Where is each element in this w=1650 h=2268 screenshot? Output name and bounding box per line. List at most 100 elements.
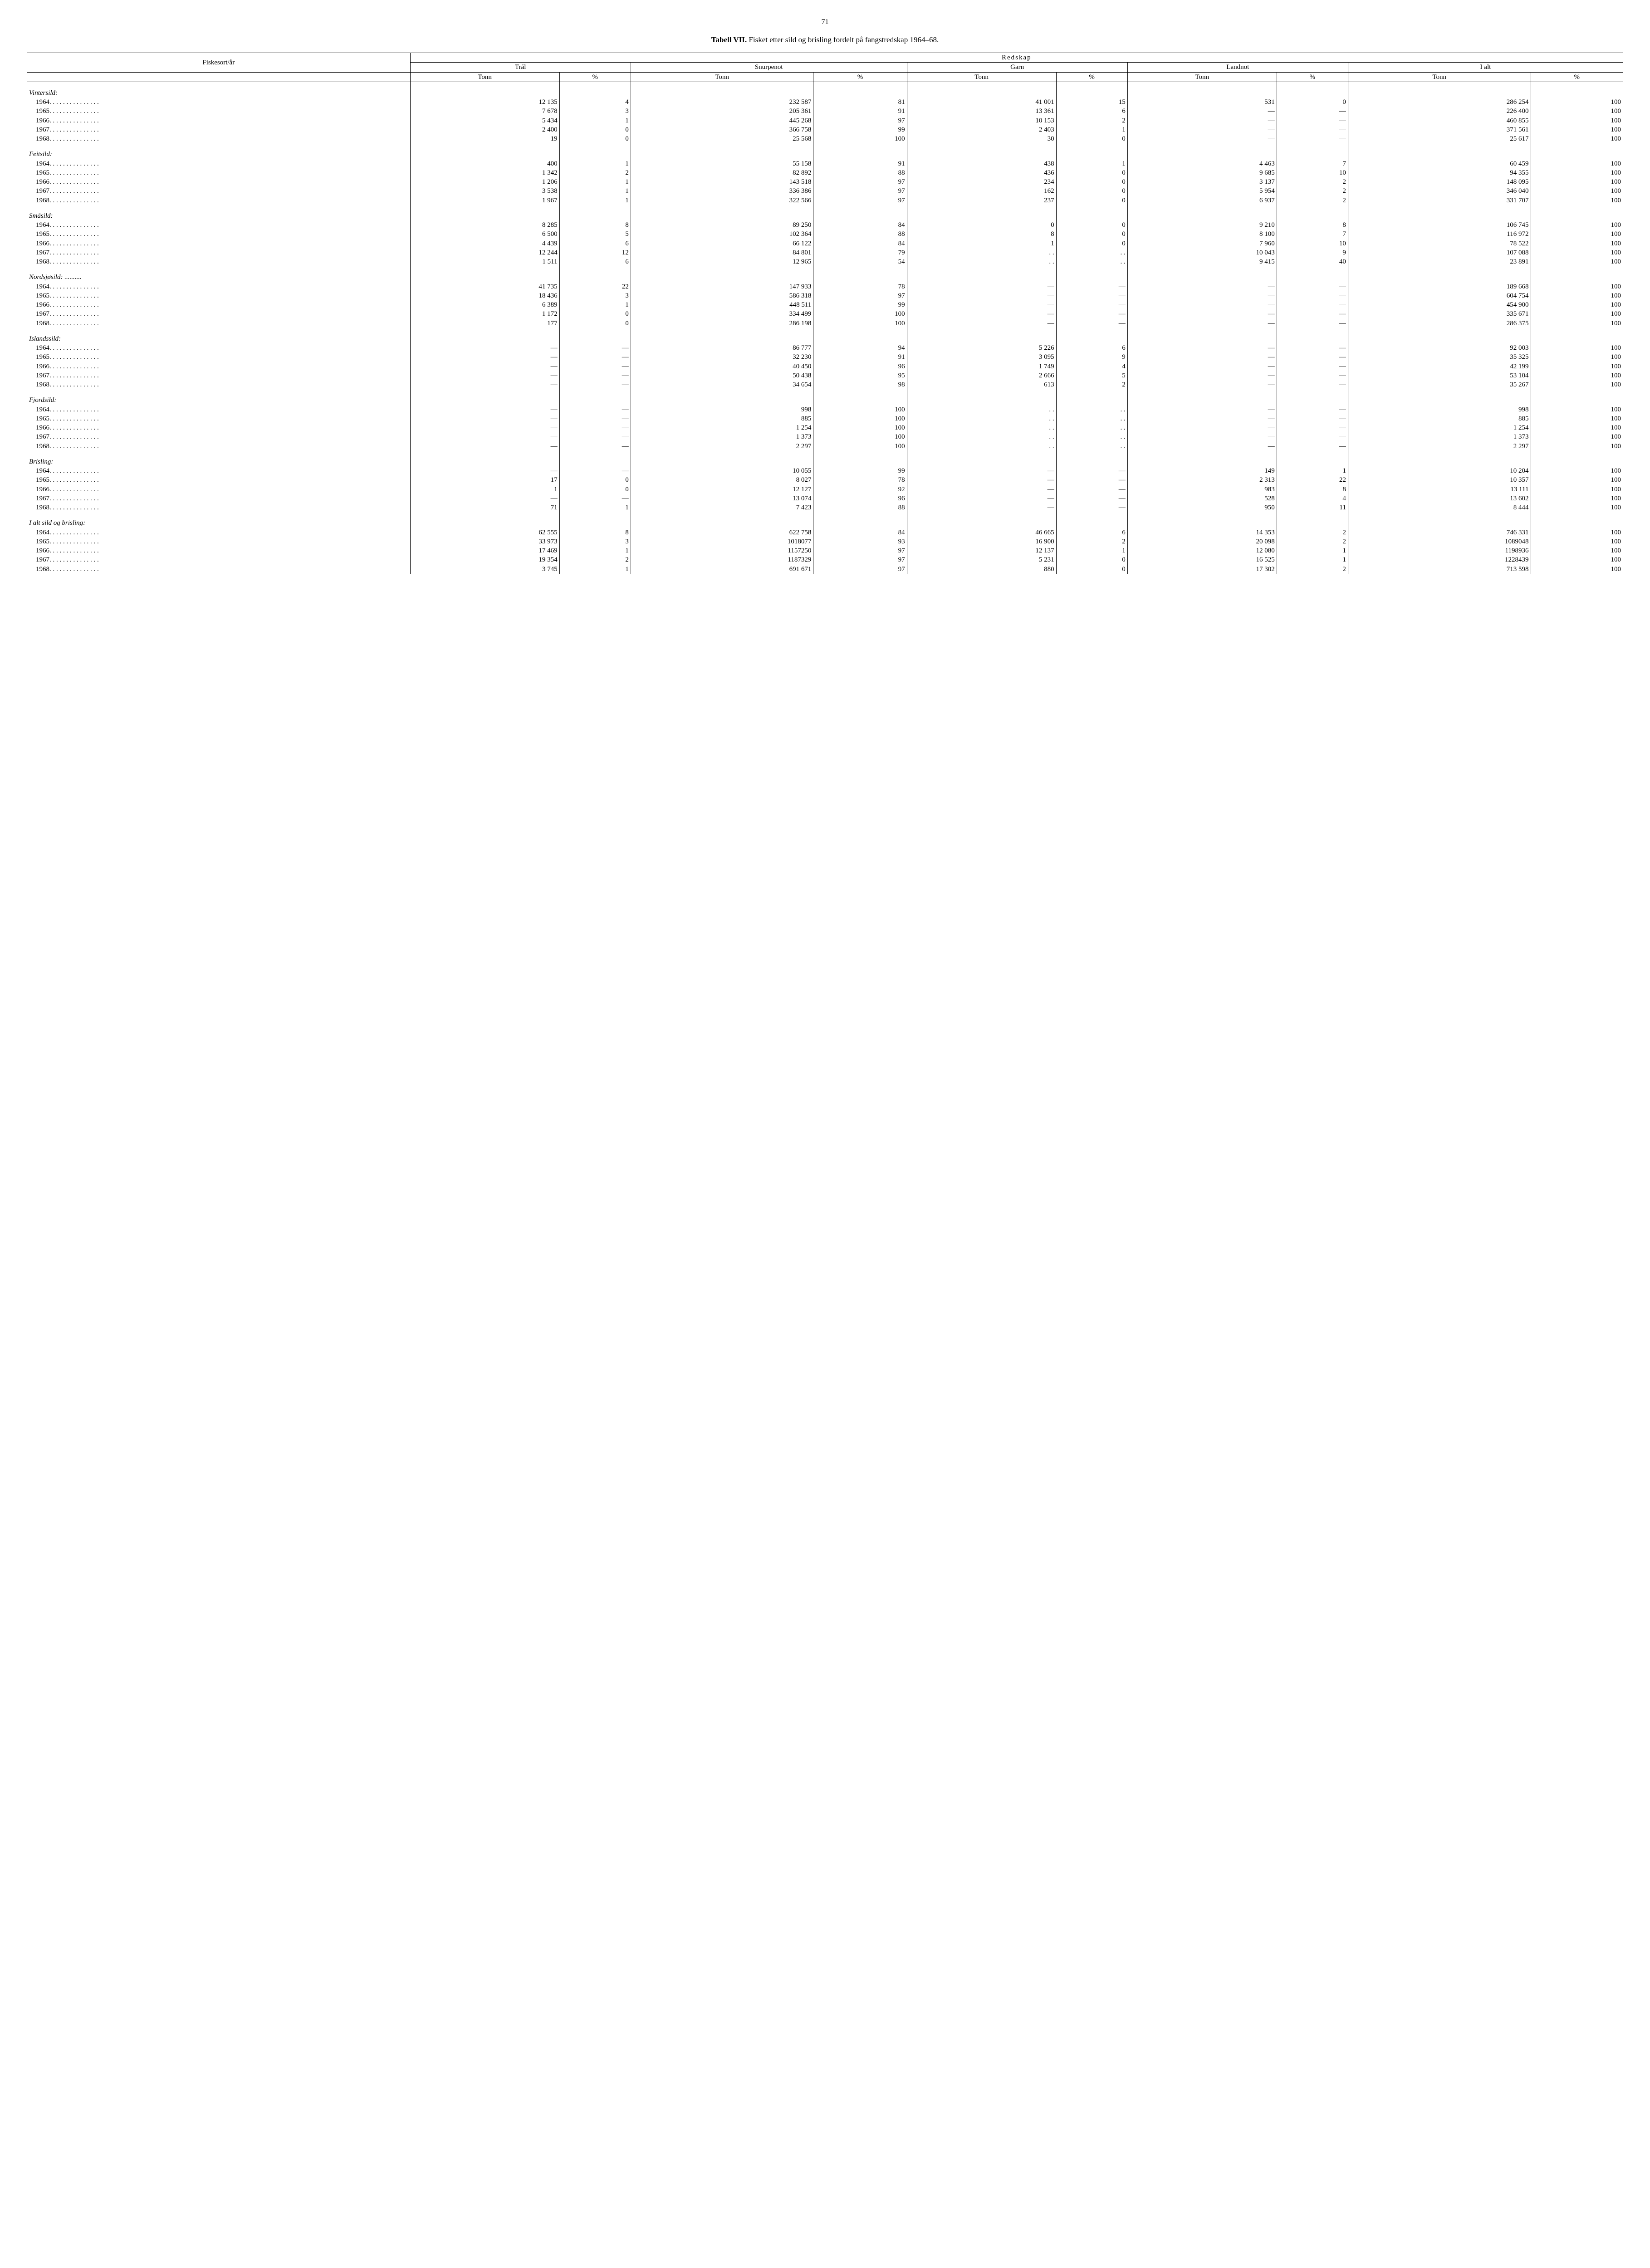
year-label: 1968. . . . . . . . . . . . . . . (27, 196, 410, 205)
data-cell: 2 (1277, 186, 1348, 196)
empty-cell (410, 82, 559, 98)
data-cell: 5 226 (907, 343, 1056, 352)
data-cell: 100 (1531, 220, 1623, 230)
data-cell: 30 (907, 134, 1056, 143)
data-cell: 100 (1531, 528, 1623, 537)
empty-cell (559, 205, 631, 220)
data-cell: 100 (1531, 116, 1623, 125)
data-cell: 2 (1277, 537, 1348, 546)
data-cell: 1228439 (1348, 555, 1531, 564)
empty-cell (559, 328, 631, 343)
empty-cell (1056, 143, 1127, 159)
data-cell: 1 206 (410, 177, 559, 186)
data-cell: 91 (813, 352, 907, 362)
sub-pct: % (813, 72, 907, 82)
data-cell: 100 (1531, 494, 1623, 503)
sub-tonn: Tonn (907, 72, 1056, 82)
data-cell: — (1277, 291, 1348, 300)
data-cell: . . (1056, 423, 1127, 432)
data-cell: 3 538 (410, 186, 559, 196)
year-label: 1964. . . . . . . . . . . . . . . (27, 98, 410, 107)
empty-cell (813, 143, 907, 159)
col-ialt: I alt (1348, 63, 1623, 72)
data-cell: 460 855 (1348, 116, 1531, 125)
year-label: 1966. . . . . . . . . . . . . . . (27, 485, 410, 494)
data-cell: 177 (410, 319, 559, 328)
data-cell: 71 (410, 503, 559, 512)
data-cell: 86 777 (631, 343, 813, 352)
data-cell: 100 (1531, 125, 1623, 134)
data-cell: 97 (813, 555, 907, 564)
data-cell: 100 (1531, 371, 1623, 380)
data-cell: 1 342 (410, 168, 559, 177)
data-cell: 100 (1531, 475, 1623, 484)
data-cell: 84 801 (631, 248, 813, 257)
data-cell: 998 (631, 405, 813, 414)
data-cell: 12 135 (410, 98, 559, 107)
data-cell: — (1127, 414, 1277, 423)
data-cell: 16 525 (1127, 555, 1277, 564)
data-cell: 19 354 (410, 555, 559, 564)
data-cell: . . (907, 257, 1056, 266)
data-cell: 17 469 (410, 546, 559, 555)
sub-tonn: Tonn (410, 72, 559, 82)
data-cell: . . (1056, 442, 1127, 451)
empty-cell (1277, 451, 1348, 466)
data-cell: 8 027 (631, 475, 813, 484)
data-cell: — (1127, 380, 1277, 389)
data-cell: — (1056, 309, 1127, 318)
data-cell: 1 254 (1348, 423, 1531, 432)
data-cell: 286 375 (1348, 319, 1531, 328)
data-cell: 746 331 (1348, 528, 1531, 537)
data-cell: — (1277, 343, 1348, 352)
data-cell: — (1277, 371, 1348, 380)
data-cell: — (1277, 134, 1348, 143)
data-cell: — (1127, 362, 1277, 371)
data-cell: 3 137 (1127, 177, 1277, 186)
data-cell: 2 313 (1127, 475, 1277, 484)
data-cell: 102 364 (631, 230, 813, 239)
group-name: Brisling: (27, 451, 410, 466)
empty-cell (410, 451, 559, 466)
data-cell: 1 373 (631, 432, 813, 441)
data-cell: . . (907, 423, 1056, 432)
empty-cell (1127, 451, 1277, 466)
data-cell: 0 (1056, 186, 1127, 196)
data-cell: 1 (559, 546, 631, 555)
data-cell: 2 (1277, 196, 1348, 205)
empty-cell (907, 512, 1056, 528)
data-cell: 613 (907, 380, 1056, 389)
data-cell: — (410, 343, 559, 352)
data-cell: 1 (559, 565, 631, 574)
data-cell: 100 (1531, 300, 1623, 309)
data-cell: 0 (559, 485, 631, 494)
table-title: Tabell VII. Fisket etter sild og brislin… (27, 35, 1623, 44)
data-cell: 78 (813, 475, 907, 484)
empty-cell (1056, 266, 1127, 282)
data-cell: 1 (559, 177, 631, 186)
data-cell: — (559, 432, 631, 441)
data-cell: 9 685 (1127, 168, 1277, 177)
year-label: 1968. . . . . . . . . . . . . . . (27, 503, 410, 512)
year-label: 1967. . . . . . . . . . . . . . . (27, 186, 410, 196)
data-cell: — (1127, 405, 1277, 414)
year-label: 1966. . . . . . . . . . . . . . . (27, 239, 410, 248)
data-cell: 1187329 (631, 555, 813, 564)
data-cell: — (1277, 423, 1348, 432)
data-cell: 7 (1277, 159, 1348, 168)
data-cell: 99 (813, 300, 907, 309)
data-cell: 346 040 (1348, 186, 1531, 196)
data-cell: 19 (410, 134, 559, 143)
data-cell: . . (907, 248, 1056, 257)
data-cell: 1 (559, 503, 631, 512)
col-fiskesort: Fiskesort/år (27, 53, 410, 73)
empty-cell (410, 512, 559, 528)
empty-cell (1056, 328, 1127, 343)
year-label: 1967. . . . . . . . . . . . . . . (27, 494, 410, 503)
data-cell: — (1056, 494, 1127, 503)
data-cell: — (1277, 362, 1348, 371)
data-cell: 100 (1531, 257, 1623, 266)
empty-cell (1277, 143, 1348, 159)
data-cell: 12 244 (410, 248, 559, 257)
data-cell: 100 (813, 405, 907, 414)
